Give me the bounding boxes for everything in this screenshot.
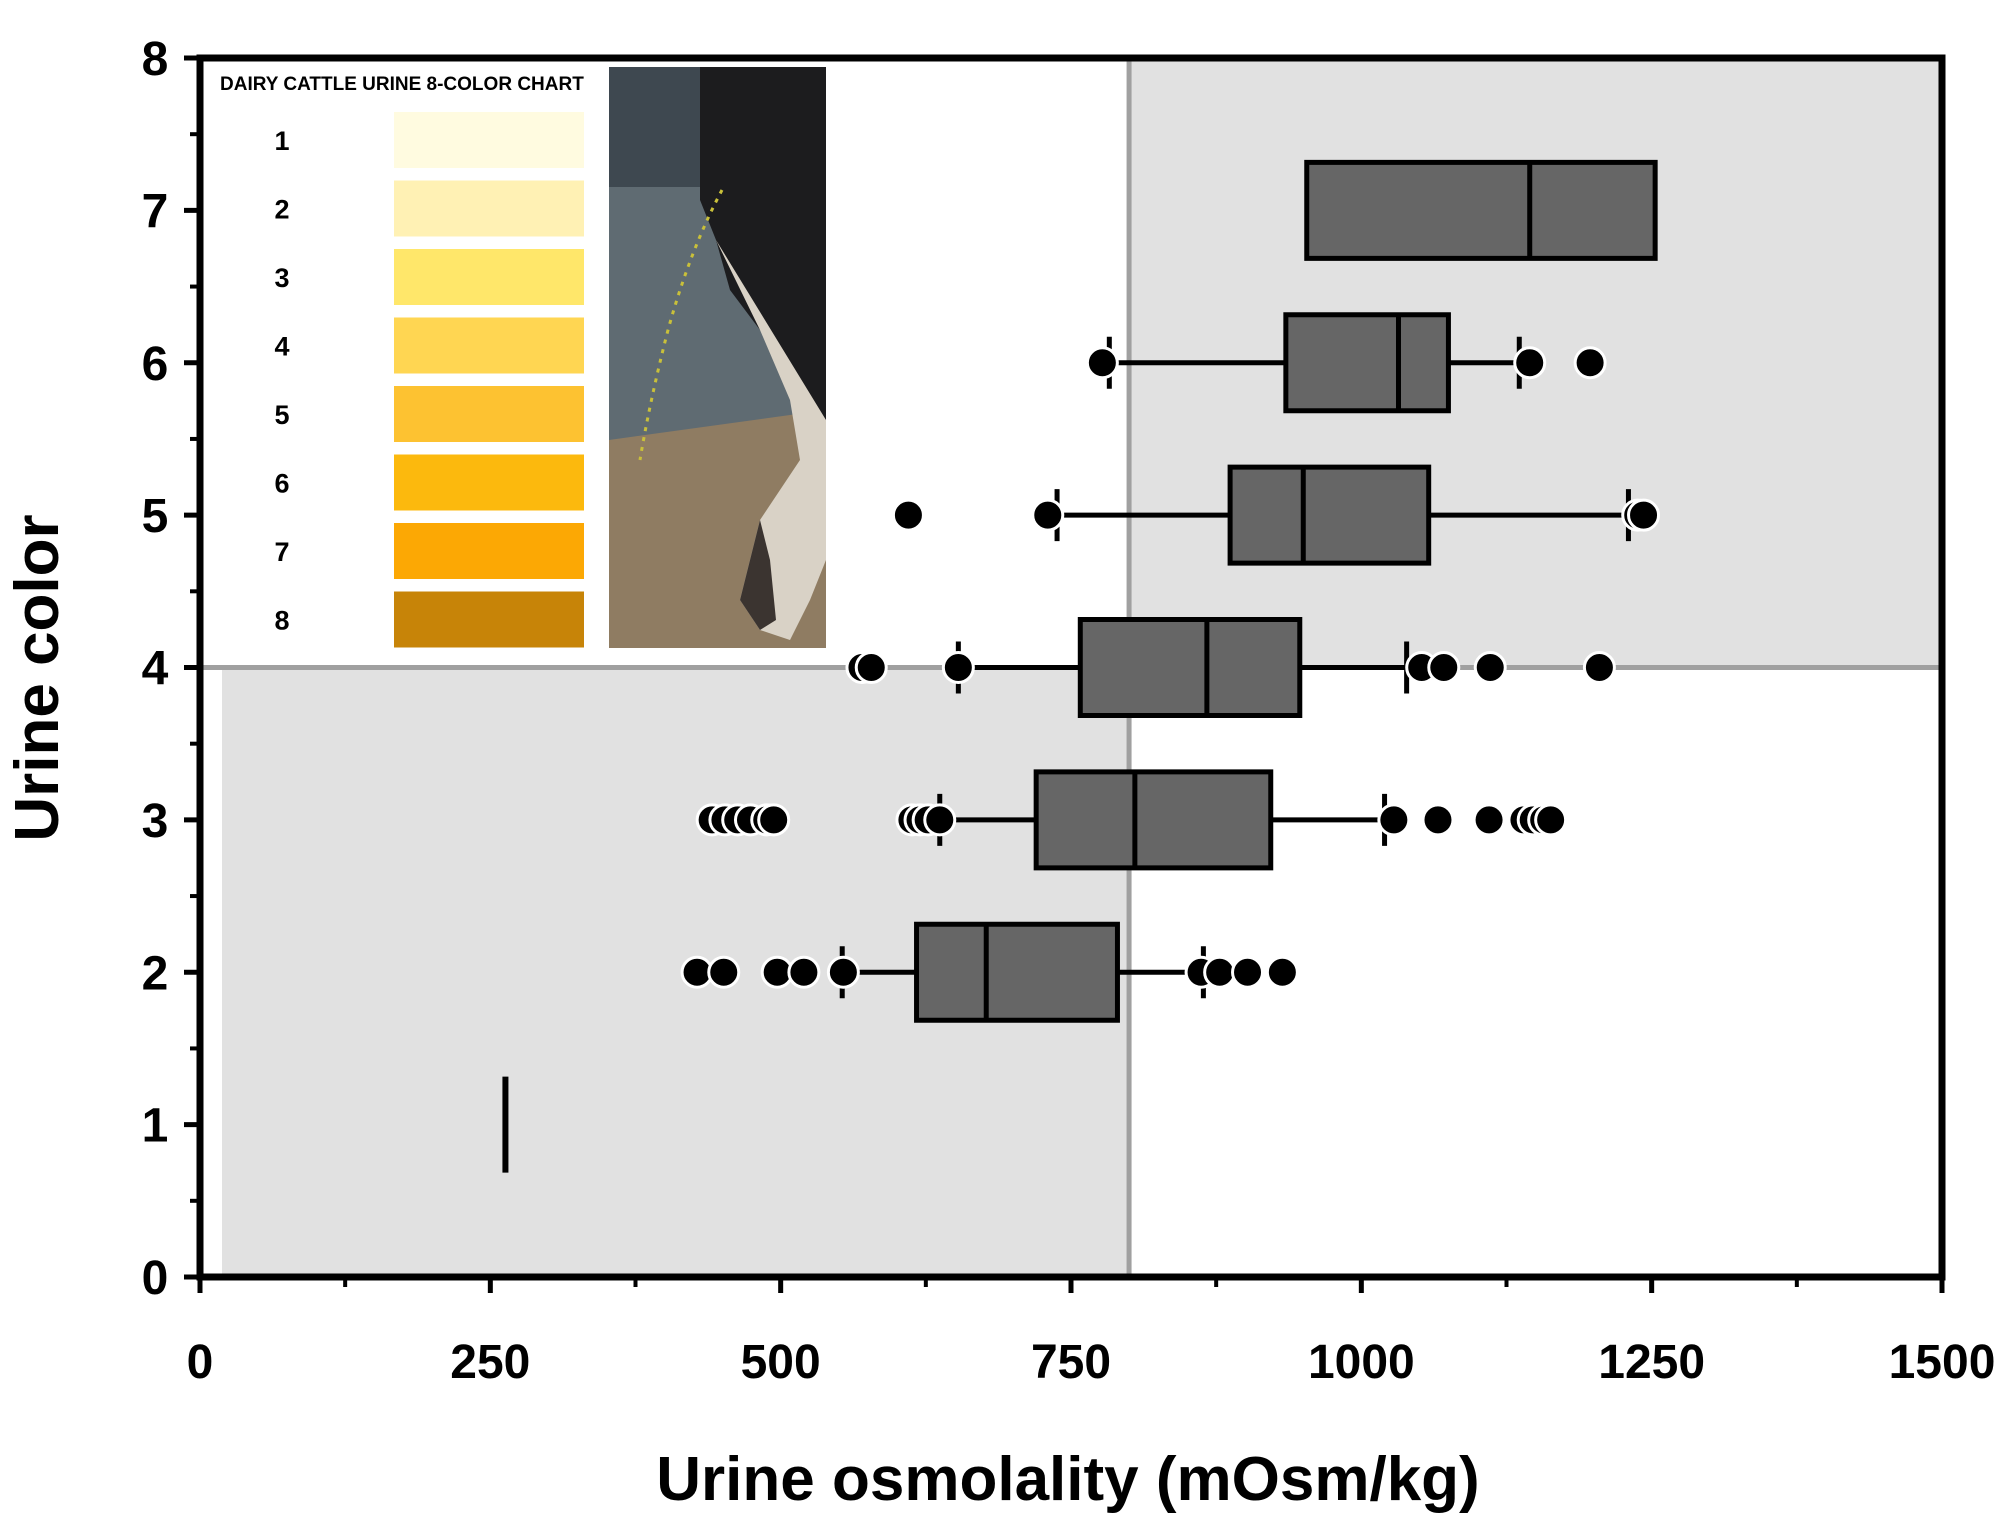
outlier-point: [1203, 955, 1237, 989]
outlier-point: [787, 955, 821, 989]
cow-photo: [609, 67, 826, 648]
outlier-point: [854, 651, 888, 684]
outlier-point: [1472, 803, 1506, 837]
y-tick-label: 2: [142, 947, 169, 1000]
box-iqr: [1283, 312, 1451, 414]
color-swatch-8: [394, 591, 584, 648]
swatch-label-1: 1: [274, 126, 289, 156]
y-tick-label: 5: [142, 490, 169, 543]
outlier-point: [1427, 651, 1461, 684]
swatch-label-2: 2: [274, 195, 289, 225]
box-color-5: [891, 464, 1661, 566]
color-swatch-3: [394, 249, 584, 305]
box-color-3: [695, 769, 1568, 871]
box-color-2: [680, 921, 1299, 1023]
outlier-point: [941, 651, 975, 684]
x-tick-label: 500: [741, 1336, 821, 1389]
outlier-point: [1513, 346, 1547, 380]
outlier-point: [707, 955, 741, 989]
x-axis-title: Urine osmolality (mOsm/kg): [656, 1445, 1479, 1514]
box-iqr: [1033, 769, 1274, 871]
box-iqr: [914, 921, 1120, 1023]
box-color-7: [1304, 159, 1658, 261]
y-tick-label: 8: [142, 33, 169, 86]
outlier-point: [891, 498, 925, 532]
y-tick-label: 0: [142, 1252, 169, 1305]
y-tick-label: 3: [142, 795, 169, 848]
y-tick-label: 4: [142, 643, 169, 696]
outlier-point: [757, 803, 791, 837]
outlier-point: [826, 955, 860, 989]
box-iqr: [1304, 159, 1658, 261]
x-tick-label: 750: [1031, 1336, 1111, 1389]
outlier-point: [1031, 498, 1065, 532]
outlier-point: [1582, 651, 1616, 684]
x-tick-label: 250: [450, 1336, 530, 1389]
swatch-label-8: 8: [274, 606, 289, 636]
color-swatch-7: [394, 523, 584, 579]
y-tick-label: 7: [142, 185, 169, 238]
color-swatch-5: [394, 386, 584, 442]
box-color-6: [1085, 312, 1607, 414]
color-swatch-6: [394, 454, 584, 511]
outlier-point: [1534, 803, 1568, 837]
outlier-point: [1265, 955, 1299, 989]
color-swatch-2: [394, 180, 584, 237]
y-axis-title: Urine color: [3, 514, 72, 841]
urine-color-chart-inset: DAIRY CATTLE URINE 8-COLOR CHART 1 2 3 4 5 6 7…: [200, 64, 826, 650]
outlier-point: [1627, 498, 1661, 532]
inset-swatches: 1 2 3 4 5 6 7 8: [274, 112, 584, 648]
box-color-4: [845, 617, 1616, 718]
outlier-point: [1085, 346, 1119, 380]
y-tick-label: 1: [142, 1100, 169, 1153]
outlier-point: [1573, 346, 1607, 380]
swatch-label-3: 3: [274, 263, 289, 293]
box-iqr: [1227, 464, 1432, 566]
swatch-label-5: 5: [274, 400, 289, 430]
swatch-label-6: 6: [274, 469, 289, 499]
outlier-point: [923, 803, 957, 837]
color-swatch-4: [394, 317, 584, 374]
x-tick-label: 1000: [1308, 1336, 1415, 1389]
x-tick-label: 0: [187, 1336, 214, 1389]
y-tick-label: 6: [142, 338, 169, 391]
outlier-point: [1377, 803, 1411, 837]
outlier-point: [1231, 955, 1265, 989]
outlier-point: [1473, 651, 1507, 684]
inset-title: DAIRY CATTLE URINE 8-COLOR CHART: [220, 74, 584, 95]
x-tick-label: 1250: [1598, 1336, 1705, 1389]
box-iqr: [1077, 617, 1303, 718]
tick-labels: 0 250 500 750 1000 1250 1500 0 1 2 3 4 5 6 7 8: [142, 33, 1996, 1389]
axes: [184, 54, 1946, 1293]
swatch-label-7: 7: [274, 537, 289, 567]
x-tick-label: 1500: [1889, 1336, 1996, 1389]
outlier-point: [1421, 803, 1455, 837]
box-plots: [502, 159, 1661, 1173]
color-swatch-1: [394, 112, 584, 168]
swatch-label-4: 4: [274, 332, 289, 362]
